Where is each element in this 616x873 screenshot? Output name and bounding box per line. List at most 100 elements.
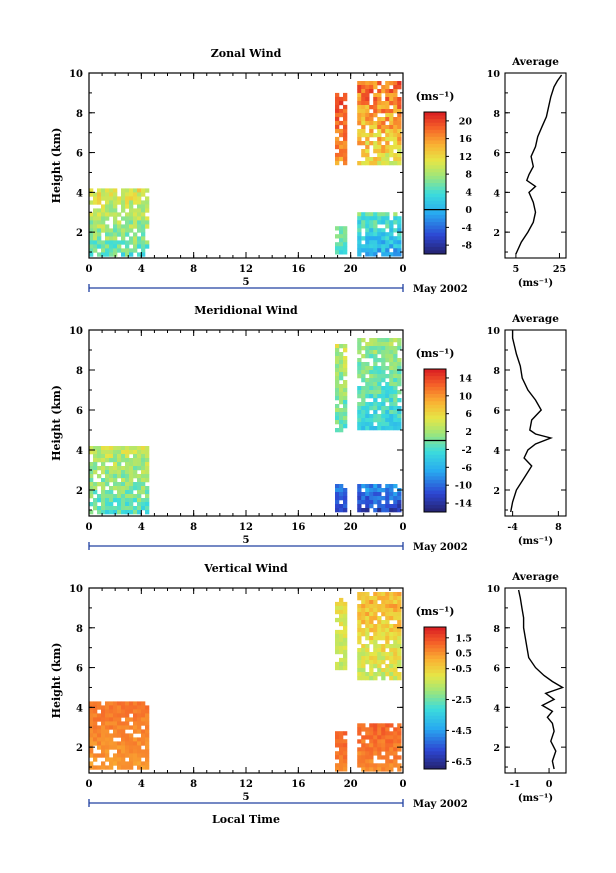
heatmap-cell <box>137 228 142 233</box>
heatmap-cell <box>137 454 142 459</box>
y-tick-label: 4 <box>76 703 83 714</box>
heatmap-cell <box>381 89 386 94</box>
heatmap-cell <box>369 763 374 768</box>
heatmap-cell <box>343 412 348 417</box>
heatmap-cell <box>361 161 366 166</box>
heatmap-cell <box>117 498 122 503</box>
heatmap-cell <box>393 374 398 379</box>
heatmap-cell <box>397 592 402 597</box>
heatmap-cell <box>113 729 118 734</box>
heatmap-cell <box>109 236 114 241</box>
heatmap-cell <box>101 498 106 503</box>
heatmap-cell <box>93 224 98 229</box>
heatmap-cell <box>343 400 348 405</box>
colorbar-tick-label: 12 <box>459 152 472 163</box>
x-tick-label: 20 <box>344 264 358 275</box>
heatmap-cell <box>109 705 114 710</box>
average-frame <box>504 72 567 259</box>
heatmap-cell <box>369 422 374 427</box>
heatmap-cell <box>393 644 398 649</box>
heatmap-cell <box>397 426 402 431</box>
heatmap-cell <box>339 120 344 126</box>
heatmap-cell <box>397 504 402 509</box>
colorbar-segment <box>424 404 446 409</box>
heatmap-cell <box>343 504 348 509</box>
heatmap-cell <box>89 216 94 221</box>
heatmap-cell <box>105 204 110 209</box>
heatmap-cell <box>343 144 348 150</box>
heatmap-cell <box>365 366 370 371</box>
colorbar-segment <box>424 648 446 653</box>
heatmap-cell <box>397 616 402 621</box>
heatmap-cell <box>101 506 106 511</box>
heatmap-cell <box>373 354 378 359</box>
colorbar-segment <box>424 229 446 234</box>
heatmap-cell <box>389 410 394 415</box>
heatmap-cell <box>365 244 370 249</box>
heatmap-cell <box>125 721 130 726</box>
heatmap-cell <box>339 156 344 162</box>
heatmap-cell <box>141 248 146 253</box>
heatmap-cell <box>137 220 142 225</box>
heatmap-cell <box>369 394 374 399</box>
heatmap-cell <box>93 470 98 475</box>
heatmap-cell <box>335 408 340 413</box>
heatmap-cell <box>393 735 398 740</box>
colorbar: (ms⁻¹)-6.5-4.5-2.5-0.50.51.5 <box>416 605 472 770</box>
heatmap-cell <box>339 665 344 671</box>
heatmap-cell <box>109 450 114 455</box>
heatmap-cell <box>369 117 374 122</box>
y-tick-label: 8 <box>76 109 83 120</box>
heatmap-cell <box>141 486 146 491</box>
heatmap-cell <box>113 204 118 209</box>
heatmap-cell <box>393 161 398 166</box>
heatmap-cell <box>361 129 366 134</box>
heatmap-cell <box>397 410 402 415</box>
y-tick-label: 8 <box>76 624 83 635</box>
heatmap-cell <box>365 81 370 86</box>
heatmap-cell <box>335 136 340 142</box>
heatmap-cell <box>121 482 126 487</box>
heatmap-cell <box>381 406 386 411</box>
heatmap-cell <box>113 188 118 193</box>
x-tick-label: 16 <box>291 522 305 533</box>
colorbar-segment <box>424 175 446 180</box>
heatmap-cell <box>389 394 394 399</box>
heatmap-cell <box>393 121 398 126</box>
heatmap-cell <box>389 358 394 363</box>
heatmap-cell <box>101 478 106 483</box>
heatmap-cell <box>133 474 138 479</box>
heatmap-cell <box>335 144 340 150</box>
heatmap-cell <box>381 350 386 355</box>
heatmap-cell <box>113 450 118 455</box>
heatmap-cell <box>389 125 394 130</box>
heatmap-cell <box>369 751 374 756</box>
heatmap-cell <box>369 676 374 681</box>
heatmap-cell <box>369 125 374 130</box>
heatmap-cell <box>335 226 340 231</box>
heatmap-cell <box>373 338 378 343</box>
heatmap-cell <box>137 725 142 730</box>
heatmap-cell <box>377 608 382 613</box>
heatmap-cell <box>361 362 366 367</box>
heatmap-cell <box>377 767 382 772</box>
heatmap-cell <box>393 338 398 343</box>
heatmap-cell <box>343 238 348 243</box>
heatmap-cell <box>377 244 382 249</box>
heatmap-cell <box>121 705 126 710</box>
heatmap-cell <box>335 649 340 655</box>
heatmap-cell <box>129 753 134 758</box>
heatmap-cell <box>397 382 402 387</box>
heatmap-cell <box>389 366 394 371</box>
heatmap-cell <box>373 739 378 744</box>
heatmap-cell <box>137 478 142 483</box>
heatmap-cell <box>339 96 344 102</box>
heatmap-cell <box>381 346 386 351</box>
heatmap-cell <box>117 228 122 233</box>
heatmap-cell <box>377 592 382 597</box>
heatmap-cell <box>93 705 98 710</box>
heatmap-cell <box>101 248 106 253</box>
heatmap-cell <box>109 701 114 706</box>
heatmap-cell <box>357 133 362 138</box>
